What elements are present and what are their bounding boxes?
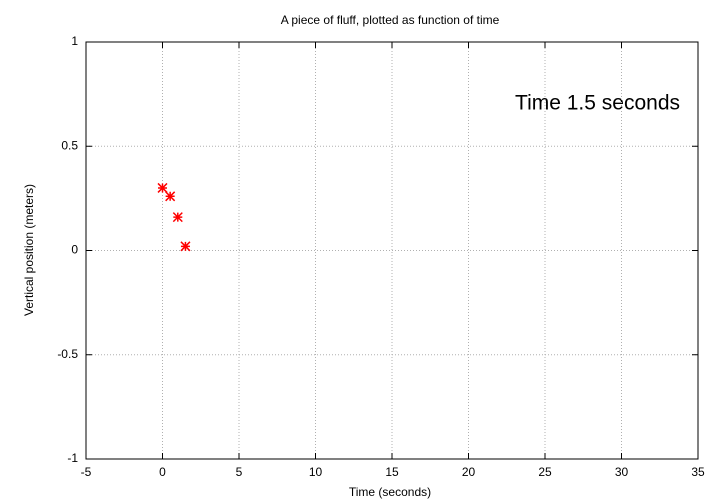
annotation: Time 1.5 seconds [515,92,680,115]
y-tick-label: 0.5 [61,138,78,152]
y-tick-label: 1 [71,34,78,48]
x-tick-label: 5 [236,465,243,479]
point [157,182,168,193]
x-tick-label: 25 [538,465,552,479]
x-tick-label: 35 [691,465,705,479]
x-tick-label: 15 [385,465,399,479]
y-axis-label: Vertical position (meters) [22,184,36,316]
point [172,212,183,223]
y-tick-label: 0 [71,243,78,257]
x-axis-label: Time (seconds) [349,485,431,499]
plot-frame [85,41,699,460]
x-tick-label: -5 [81,465,92,479]
x-tick-label: 10 [309,465,323,479]
point [165,191,176,202]
chart-title: A piece of fluff, plotted as function of… [281,13,500,27]
y-tick-label: -0.5 [57,347,78,361]
point [180,241,191,252]
y-tick-label: -1 [67,451,78,465]
x-tick-label: 20 [462,465,476,479]
x-tick-label: 0 [159,465,166,479]
x-tick-label: 30 [615,465,629,479]
